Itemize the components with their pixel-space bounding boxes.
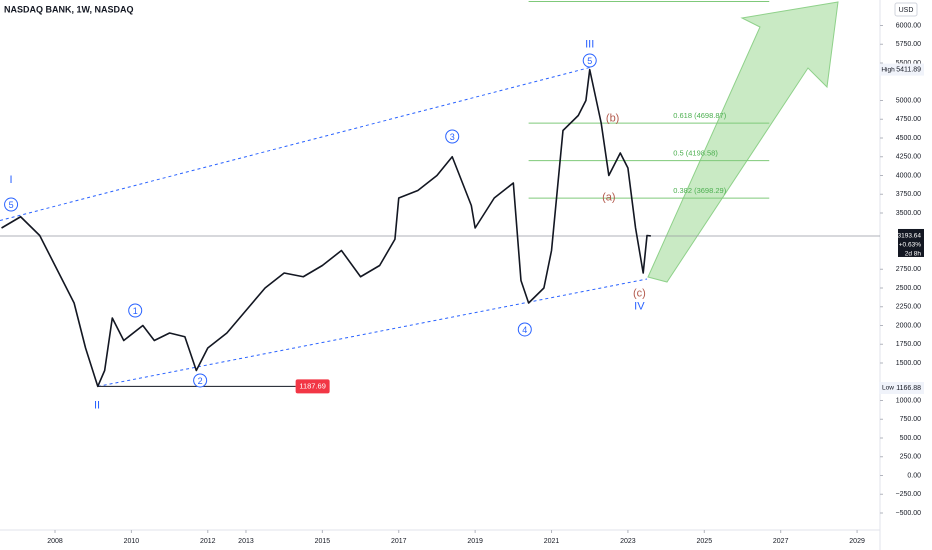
wave-circle: [517, 322, 532, 337]
wave-label: 5: [587, 56, 592, 66]
y-tick-label: 5500.00: [896, 60, 921, 67]
x-tick-label: 2025: [697, 538, 713, 545]
wave-label: 1: [133, 306, 138, 316]
wave-circle: [4, 197, 19, 212]
wave-label: II: [94, 399, 100, 411]
y-tick-label: 4250.00: [896, 154, 921, 161]
y-tick-label: 3500.00: [896, 210, 921, 217]
x-tick-label: 2027: [773, 538, 789, 545]
low-marker-box: [295, 379, 330, 394]
x-tick-label: 2015: [315, 538, 331, 545]
y-tick-label: 2250.00: [896, 304, 921, 311]
currency-box: [894, 2, 918, 17]
y-tick-label: −250.00: [896, 491, 922, 498]
wave-circle: [193, 373, 208, 388]
x-tick-label: 2023: [620, 538, 636, 545]
x-tick-label: 2012: [200, 538, 216, 545]
x-tick-label: 2021: [544, 538, 560, 545]
low-marker-label: 1187.69: [299, 381, 326, 390]
last-label: 2d 8h: [905, 251, 922, 258]
y-tick-label: 4500.00: [896, 135, 921, 142]
y-tick-label: 1500.00: [896, 360, 921, 367]
y-tick-label: 500.00: [900, 435, 922, 442]
wave-circle: [445, 129, 460, 144]
x-tick-label: 2010: [124, 538, 140, 545]
chart-title: NASDAQ BANK, 1W, NASDAQ: [4, 4, 134, 14]
y-tick-label: 6000.00: [896, 22, 921, 29]
high-value-box: [898, 63, 924, 76]
y-tick-label: 0.00: [907, 472, 921, 479]
low-tag-box: [879, 381, 898, 394]
y-tick-label: 5750.00: [896, 41, 921, 48]
last-label: +0.63%: [899, 242, 921, 249]
y-tick-label: 2500.00: [896, 285, 921, 292]
y-tick-label: 2000.00: [896, 322, 921, 329]
high-value: 5411.89: [896, 66, 921, 73]
y-tick-label: 4750.00: [896, 116, 921, 123]
wave-label: IV: [634, 300, 645, 312]
y-tick-label: −500.00: [896, 510, 922, 517]
wave-circle: [128, 303, 143, 318]
high-tag: High: [881, 66, 895, 73]
low-tag: Low: [882, 385, 894, 392]
y-tick-label: 5000.00: [896, 97, 921, 104]
wave-label: (a): [602, 191, 615, 203]
x-tick-label: 2019: [467, 538, 483, 545]
wave-label: 2: [198, 376, 203, 386]
wave-circle: [582, 53, 597, 68]
fib-label: 0.382 (3698.29): [673, 186, 726, 195]
x-tick-label: 2017: [391, 538, 407, 545]
y-tick-label: 1000.00: [896, 397, 921, 404]
wave-label: 4: [522, 325, 527, 335]
fib-label: 0.5 (4198.58): [673, 149, 718, 158]
last-box: [898, 228, 924, 257]
y-tick-label: 750.00: [900, 416, 922, 423]
low-value-box: [898, 381, 924, 394]
y-tick-label: 4000.00: [896, 172, 921, 179]
price-line: [1, 68, 651, 388]
currency: USD: [899, 7, 914, 14]
wave-label: 5: [9, 200, 14, 210]
wave-label: (c): [633, 287, 646, 299]
wave-label: III: [585, 38, 594, 50]
target-arrow: [647, 1, 839, 283]
low-value: 1166.88: [896, 385, 921, 392]
y-tick-label: 2750.00: [896, 266, 921, 273]
high-tag-box: [879, 63, 898, 76]
wave-label: (b): [606, 112, 619, 124]
wave-label: 3: [450, 132, 455, 142]
y-tick-label: 1750.00: [896, 341, 921, 348]
y-tick-label: 250.00: [900, 454, 922, 461]
y-tick-label: 3750.00: [896, 191, 921, 198]
fib-label: 0.618 (4698.87): [673, 111, 726, 120]
x-tick-label: 2029: [849, 538, 865, 545]
x-tick-label: 2008: [47, 538, 63, 545]
wave-label: I: [10, 174, 13, 186]
x-tick-label: 2013: [238, 538, 254, 545]
last-label: 3193.64: [898, 233, 922, 240]
